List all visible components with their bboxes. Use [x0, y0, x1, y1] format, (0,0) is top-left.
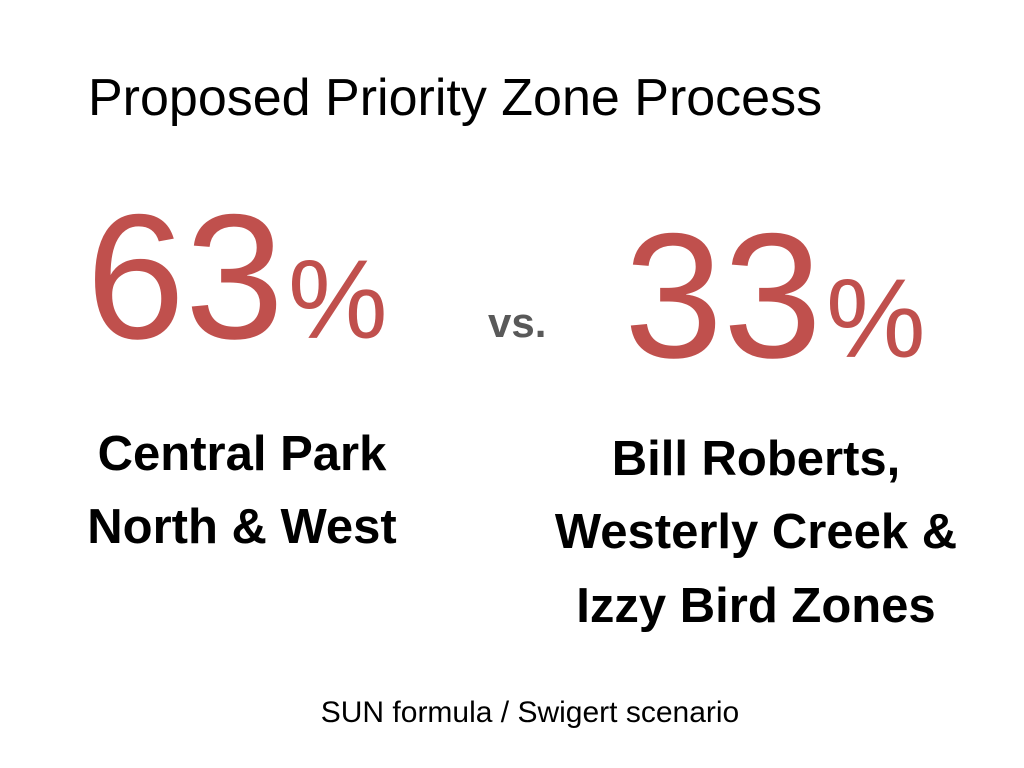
right-label: Izzy Bird Zones	[576, 579, 935, 633]
left-label: North & West	[87, 500, 396, 554]
footer: SUN formula / Swigert scenario	[321, 696, 739, 729]
left-unit: %	[288, 237, 388, 362]
left-stat: 63%	[86, 177, 388, 376]
versus: vs.	[488, 299, 546, 346]
left-label: Central Park	[98, 427, 387, 481]
right-unit: %	[826, 256, 926, 381]
right-label: Bill Roberts,	[612, 432, 901, 486]
right-stat: 33%	[624, 196, 926, 395]
right-label: Westerly Creek &	[555, 505, 957, 559]
right-value: 33	[624, 196, 822, 395]
left-value: 63	[86, 177, 284, 376]
slide-title: Proposed Priority Zone Process	[88, 69, 822, 127]
